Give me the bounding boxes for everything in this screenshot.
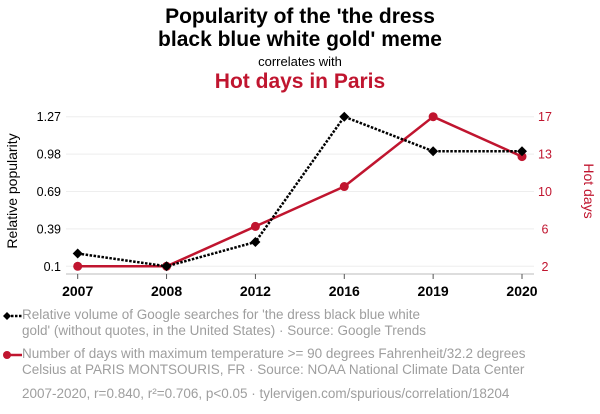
x-axis-ticks: 2007 2008 2012 2016 2019 2020 (62, 274, 538, 299)
data-point-circle (250, 221, 260, 231)
y-axis-right-ticks: 2 6 10 13 17 (538, 110, 552, 274)
data-point-circle (428, 112, 438, 122)
legend-series1-line1: Relative volume of Google searches for '… (22, 307, 421, 322)
y-right-tick-label: 10 (538, 185, 552, 199)
correlates-label: correlates with (258, 54, 342, 69)
y-axis-left-label: Relative popularity (4, 133, 20, 248)
series-line-1 (77, 115, 522, 268)
series-line-2 (77, 115, 523, 268)
data-point-circle (73, 261, 83, 271)
y-left-tick-label: 1.27 (37, 110, 61, 124)
x-tick-label: 2012 (240, 283, 271, 299)
data-point-diamond (161, 261, 172, 272)
x-tick-label: 2016 (329, 283, 360, 299)
chart-title-line-2: black blue white gold' meme (158, 28, 442, 51)
data-point-diamond (517, 146, 527, 157)
y-right-tick-label: 2 (542, 260, 549, 274)
y-axis-left-ticks: 0.1 0.39 0.69 0.98 1.27 (37, 110, 61, 274)
data-point-diamond (339, 111, 350, 122)
footer-stats: 2007-2020, r=0.840, r²=0.706, p<0.05 · t… (22, 386, 510, 401)
series-group (72, 111, 527, 272)
line-chart: 2007 2008 2012 2016 2019 2020 0.1 0.39 0.69 0.98… (4, 110, 597, 299)
data-point-diamond (250, 237, 261, 248)
data-point-circle (517, 152, 527, 162)
x-tick-label: 2020 (506, 283, 537, 299)
chart-subtitle: Hot days in Paris (214, 70, 386, 93)
chart-title-line-1: Popularity of the 'the dress (165, 5, 435, 28)
x-tick-label: 2019 (418, 283, 449, 299)
data-point-circle (339, 182, 349, 192)
y-left-tick-label: 0.98 (37, 148, 61, 162)
legend-item-series1: Relative volume of Google searches for '… (3, 307, 582, 339)
gridlines (66, 116, 534, 267)
x-tick-label: 2008 (151, 283, 182, 299)
y-right-tick-label: 6 (542, 222, 549, 236)
circle-solid-line-icon (3, 351, 22, 359)
legend-series1-line2: gold' (without quotes, in the United Sta… (22, 323, 427, 338)
legend-series2-line2: Celsius at PARIS MONTSOURIS, FR · Source… (22, 362, 525, 377)
y-right-tick-label: 13 (538, 148, 552, 162)
data-point-diamond (72, 248, 83, 259)
y-right-tick-label: 17 (538, 110, 552, 124)
x-tick-label: 2007 (62, 283, 93, 299)
diamond-dotted-line-icon (3, 312, 22, 320)
data-point-diamond (428, 146, 439, 157)
y-left-tick-label: 0.39 (37, 222, 61, 236)
y-left-tick-label: 0.1 (44, 260, 61, 274)
y-axis-right-label: Hot days (581, 163, 597, 218)
legend-item-series2: Number of days with maximum temperature … (3, 346, 582, 378)
legend-series2-line1: Number of days with maximum temperature … (22, 346, 526, 361)
y-left-tick-label: 0.69 (37, 185, 61, 199)
